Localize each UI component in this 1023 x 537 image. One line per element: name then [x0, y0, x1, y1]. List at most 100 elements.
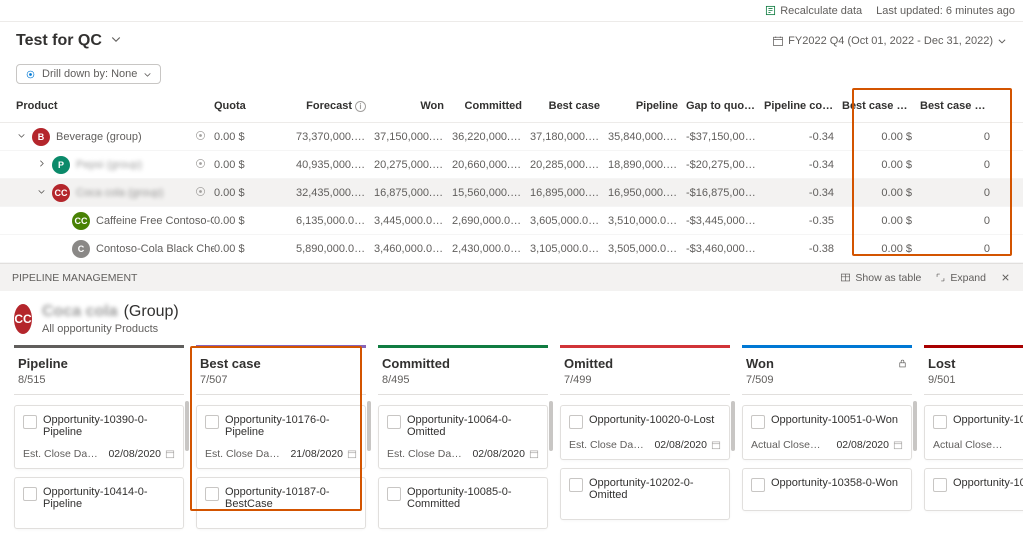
lock-icon [897, 358, 908, 369]
col-product[interactable]: Product [16, 100, 214, 112]
calendar-icon [772, 35, 784, 47]
col-bestdisco[interactable]: Best case disco… [842, 100, 920, 112]
col-pipeline[interactable]: Pipeline [608, 100, 686, 112]
col-bestcase[interactable]: Best case [530, 100, 608, 112]
product-label: Contoso-Cola Black Cherry Vanilla [96, 243, 214, 255]
cell-bestcase: 37,180,000.00 $ [530, 131, 608, 143]
show-as-table-button[interactable]: Show as table [840, 272, 921, 284]
kanban-card[interactable]: Opportunity-10085-0-Committed [378, 477, 548, 529]
cell-committed: 15,560,000.00 $ [452, 187, 530, 199]
chevron-down-icon [110, 32, 122, 50]
card-date: 02/08/2020 [108, 448, 175, 460]
card-date-label: Est. Close Da… [23, 448, 98, 460]
table-row[interactable]: CContoso-Cola Black Cherry Vanilla0.00 $… [0, 235, 1023, 263]
card-date-label: Est. Close Da… [205, 448, 280, 460]
period-selector[interactable]: FY2022 Q4 (Oct 01, 2022 - Dec 31, 2022) [772, 35, 1007, 47]
table-row[interactable]: BBeverage (group)0.00 $73,370,000.00 $37… [0, 123, 1023, 151]
card-date: 02/08/2020 [472, 448, 539, 460]
cell-bestcase: 20,285,000.00 $ [530, 159, 608, 171]
card-icon [933, 415, 947, 429]
cell-cov: -0.35 [764, 215, 842, 227]
page-title: Test for QC [16, 32, 102, 50]
kanban-card[interactable]: Opportunity-10202-0-Omitted [560, 468, 730, 520]
col-gap[interactable]: Gap to quotai [686, 100, 764, 112]
cell-disco: 0.00 $ [842, 243, 920, 255]
table-icon [840, 272, 851, 283]
kanban-card[interactable]: Opportunity-10518- [924, 468, 1023, 511]
kanban-card[interactable]: Opportunity-10176-0-PipelineEst. Close D… [196, 405, 366, 469]
kanban-card[interactable]: Opportunity-10390-0-Pipeline Est. Close D… [14, 405, 184, 469]
info-icon: i [355, 101, 366, 112]
scrollbar[interactable] [913, 401, 917, 451]
cell-quota: 0.00 $ [214, 159, 296, 171]
cell-quota: 0.00 $ [214, 131, 296, 143]
kanban-column: Best case7/507Opportunity-10176-0-Pipeli… [196, 345, 366, 537]
card-icon [751, 478, 765, 492]
chevron-down-icon[interactable] [36, 187, 46, 199]
card-icon [387, 415, 401, 429]
calendar-icon [711, 440, 721, 450]
cell-produ: 0 [920, 159, 998, 171]
top-status-bar: Recalculate data Last updated: 6 minutes… [0, 0, 1023, 22]
kanban-card[interactable]: Opportunity-10358-0-Won [742, 468, 912, 511]
cell-pipeline: 18,890,000.00 $ [608, 159, 686, 171]
kanban-card[interactable]: Opportunity-10020-0-LostEst. Close Da…02… [560, 405, 730, 460]
kanban-card[interactable]: Opportunity-10051-0-WonActual Close…02/0… [742, 405, 912, 460]
kanban-card[interactable]: Opportunity-10187-0-BestCase [196, 477, 366, 529]
kanban-column: Pipeline8/515Opportunity-10390-0-Pipelin… [14, 345, 184, 537]
cell-quota: 0.00 $ [214, 243, 296, 255]
kanban-column: Won7/509Opportunity-10051-0-WonActual Cl… [742, 345, 912, 537]
kanban-card[interactable]: Opportunity-10090-Actual Close…02/08/202 [924, 405, 1023, 460]
column-name: Pipeline [18, 356, 180, 371]
cell-committed: 2,690,000.00 $ [452, 215, 530, 227]
column-name: Won [746, 356, 908, 371]
table-row[interactable]: CCCaffeine Free Contoso-Cola0.00 $6,135,… [0, 207, 1023, 235]
product-avatar: CC [72, 212, 90, 230]
scrollbar[interactable] [731, 401, 735, 451]
cell-won: 3,445,000.00 $ [374, 215, 452, 227]
close-icon [1000, 272, 1011, 283]
scrollbar[interactable] [367, 401, 371, 451]
card-date-label: Est. Close Da… [387, 448, 462, 460]
card-icon [569, 415, 583, 429]
card-title: Opportunity-10390-0-Pipeline [43, 414, 175, 438]
kanban-card[interactable]: Opportunity-10414-0-Pipeline [14, 477, 184, 529]
kanban-board: Pipeline8/515Opportunity-10390-0-Pipelin… [0, 345, 1023, 537]
table-row[interactable]: CCCoca cola (group)0.00 $32,435,000.00 $… [0, 179, 1023, 207]
ai-icon [195, 186, 206, 197]
cell-pipeline: 35,840,000.00 $ [608, 131, 686, 143]
chevron-right-icon[interactable] [36, 159, 46, 171]
drilldown-selector[interactable]: Drill down by: None [16, 64, 161, 84]
close-button[interactable] [1000, 272, 1011, 283]
col-forecast[interactable]: Forecasti [296, 100, 374, 112]
kanban-column: Committed8/495Opportunity-10064-0-Omitte… [378, 345, 548, 537]
chevron-down-icon[interactable] [16, 131, 26, 143]
col-committed[interactable]: Committed [452, 100, 530, 112]
scrollbar[interactable] [185, 401, 189, 451]
col-quota[interactable]: Quota [214, 100, 296, 112]
page-title-dropdown[interactable]: Test for QC [16, 32, 122, 50]
kanban-column: Lost9/501Opportunity-10090-Actual Close…… [924, 345, 1023, 537]
expand-icon [935, 272, 946, 283]
col-coverage[interactable]: Pipeline cove…i [764, 100, 842, 112]
kanban-column: Omitted7/499Opportunity-10020-0-LostEst.… [560, 345, 730, 537]
cell-committed: 36,220,000.00 $ [452, 131, 530, 143]
expand-button[interactable]: Expand [935, 272, 986, 284]
card-date: 02/08/2020 [654, 439, 721, 451]
cell-gap: -$20,275,000.00 [686, 159, 764, 171]
col-won[interactable]: Won [374, 100, 452, 112]
table-row[interactable]: PPepsi (group)0.00 $40,935,000.00 $20,27… [0, 151, 1023, 179]
recalculate-link[interactable]: Recalculate data [765, 5, 862, 17]
info-icon: i [757, 101, 764, 112]
scrollbar[interactable] [549, 401, 553, 451]
card-icon [933, 478, 947, 492]
column-count: 7/507 [200, 374, 362, 386]
pipeline-header-label: PIPELINE MANAGEMENT [12, 272, 137, 284]
col-bestprodu[interactable]: Best case produ… [920, 100, 998, 112]
cell-bestcase: 16,895,000.00 $ [530, 187, 608, 199]
calendar-icon [893, 440, 903, 450]
card-date-label: Est. Close Da… [569, 439, 644, 451]
kanban-card[interactable]: Opportunity-10064-0-OmittedEst. Close Da… [378, 405, 548, 469]
cell-produ: 0 [920, 187, 998, 199]
product-avatar: B [32, 128, 50, 146]
